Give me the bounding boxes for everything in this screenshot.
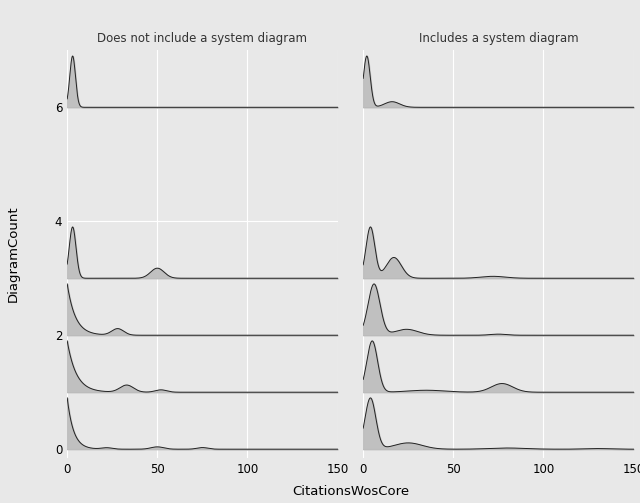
Text: DiagramCount: DiagramCount [6, 206, 19, 302]
Text: Does not include a system diagram: Does not include a system diagram [97, 33, 307, 45]
Text: CitationsWosCore: CitationsWosCore [292, 485, 409, 498]
Text: Includes a system diagram: Includes a system diagram [419, 33, 578, 45]
